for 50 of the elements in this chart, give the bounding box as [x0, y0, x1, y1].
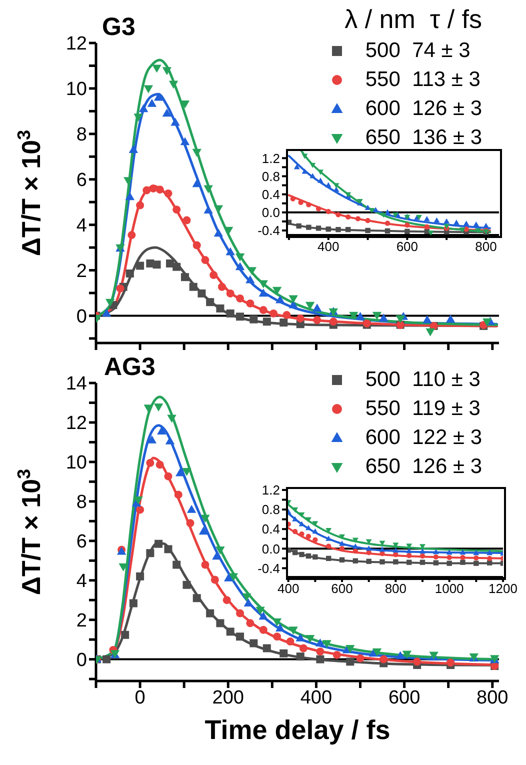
y-tick-label: 0.4: [262, 522, 280, 537]
legend-label: 650 126 ± 3: [365, 454, 482, 478]
y-tick-label: 4: [76, 571, 88, 592]
legend-label: 550 119 ± 3: [365, 396, 480, 420]
legend-label: 500 110 ± 3: [365, 368, 480, 392]
y-tick-label: 4: [76, 216, 88, 237]
y-tick-label: 2: [76, 610, 87, 632]
y-tick-label: 8: [76, 492, 87, 514]
x-tick-label: 0: [134, 687, 146, 708]
y-tick-label: 0: [76, 650, 87, 672]
y-tick-label: 0.8: [262, 168, 280, 184]
x-tick-label: 600: [388, 687, 420, 708]
y-tick-label: 1.2: [262, 150, 280, 166]
chart-title: AG3: [104, 352, 156, 382]
y-tick-label: 1.2: [262, 482, 280, 498]
legend-title: λ / nm τ / fs: [344, 4, 482, 34]
x-tick-label: 1000: [434, 581, 464, 596]
x-tick-label: 800: [384, 581, 407, 596]
y-tick-label: 8: [76, 124, 87, 146]
y-tick-label: 12: [66, 34, 87, 55]
y-tick-label: 6: [76, 170, 87, 192]
y-tick-label: 12: [66, 413, 87, 434]
y-tick-label: -0.4: [258, 223, 280, 238]
x-tick-label: 400: [277, 581, 300, 596]
x-axis-title: Time delay / fs: [204, 715, 392, 746]
y-tick-label: 0.0: [262, 205, 280, 220]
y-tick-label: 6: [76, 532, 87, 553]
y-tick-label: 10: [66, 452, 87, 474]
x-tick-label: 800: [475, 239, 497, 254]
x-tick-label: 600: [396, 239, 418, 254]
y-tick-label: -0.4: [258, 560, 280, 576]
chart-title: G3: [102, 12, 136, 42]
y-tick-label: 0: [76, 306, 87, 328]
legend-label: 600 126 ± 3: [365, 96, 482, 120]
legend-label: 600 122 ± 3: [365, 426, 482, 450]
x-tick-label: 600: [331, 581, 353, 596]
y-tick-label: 10: [66, 79, 87, 100]
x-tick-label: 800: [476, 687, 508, 708]
y-tick-label: 0.0: [262, 541, 280, 556]
y-tick-label: 0.4: [262, 186, 280, 202]
x-tick-label: 400: [300, 687, 332, 708]
y-tick-label: 14: [66, 374, 88, 395]
legend-label: 550 113 ± 3: [365, 68, 480, 92]
legend-label: 500 74 ± 3: [365, 38, 470, 62]
legend-label: 650 136 ± 3: [365, 126, 482, 150]
x-tick-label: 200: [212, 687, 244, 708]
x-tick-label: 1200: [488, 581, 518, 596]
y-tick-label: 2: [76, 261, 87, 282]
y-tick-label: 0.8: [262, 502, 280, 518]
x-tick-label: 400: [318, 239, 340, 254]
